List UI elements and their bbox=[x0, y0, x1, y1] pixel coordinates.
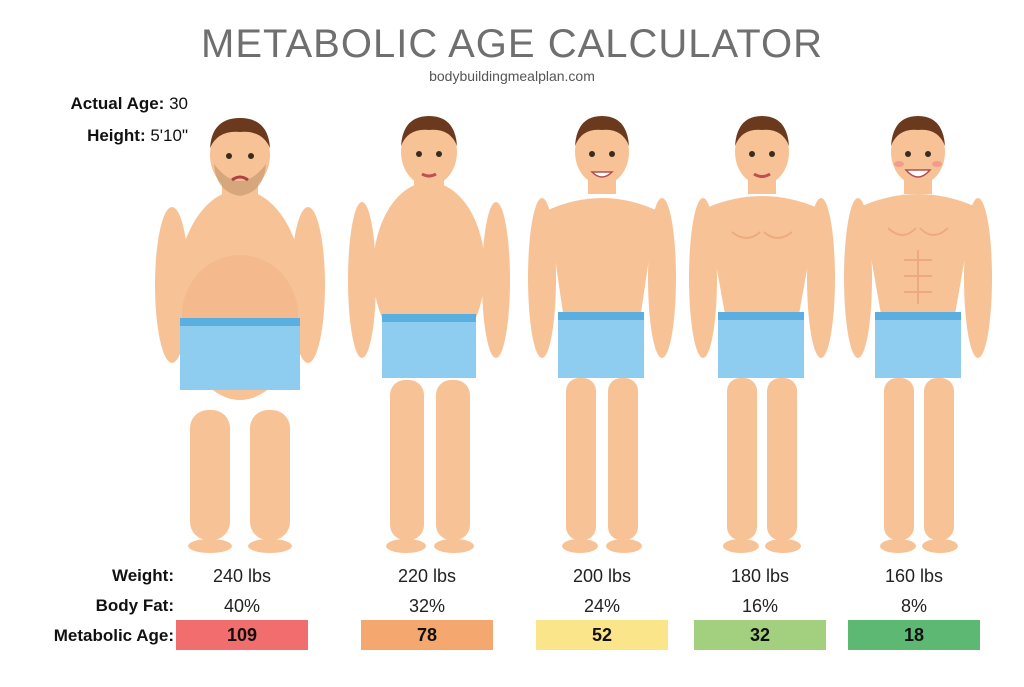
body-fat-value: 16% bbox=[741, 596, 779, 616]
actual-age-value: 30 bbox=[169, 94, 188, 113]
figure-3 bbox=[528, 116, 676, 553]
height-info: Height: 5'10" bbox=[87, 126, 188, 146]
page-title: METABOLIC AGE CALCULATOR bbox=[201, 22, 823, 66]
metabolic-age-value: 52 bbox=[536, 620, 668, 650]
weight-label: Weight: bbox=[111, 566, 174, 585]
source-url: bodybuildingmealplan.com bbox=[429, 68, 595, 84]
body-fat-value: 32% bbox=[408, 596, 446, 616]
body-fat-value: 40% bbox=[223, 596, 261, 616]
metabolic-age-value: 32 bbox=[694, 620, 826, 650]
body-fat-value: 8% bbox=[900, 596, 927, 616]
weight-value: 160 lbs bbox=[884, 566, 944, 586]
actual-age-label: Actual Age: bbox=[70, 94, 165, 113]
weight-value: 240 lbs bbox=[212, 566, 272, 586]
figure-5 bbox=[844, 116, 992, 553]
weight-value: 200 lbs bbox=[572, 566, 632, 586]
body-fat-value: 24% bbox=[583, 596, 621, 616]
actual-age-info: Actual Age: 30 bbox=[71, 94, 188, 114]
height-label: Height: bbox=[87, 126, 146, 145]
figure-4 bbox=[689, 116, 835, 553]
figure-1 bbox=[155, 118, 325, 553]
metabolic-age-value: 78 bbox=[361, 620, 493, 650]
weight-value: 180 lbs bbox=[730, 566, 790, 586]
figure-2 bbox=[348, 116, 510, 553]
metabolic-age-value: 109 bbox=[176, 620, 308, 650]
body-fat-label: Body Fat: bbox=[95, 596, 174, 615]
weight-value: 220 lbs bbox=[397, 566, 457, 586]
height-value: 5'10" bbox=[150, 126, 188, 145]
body-figures-illustration bbox=[155, 116, 992, 553]
metabolic-age-label: Metabolic Age: bbox=[53, 626, 174, 645]
metabolic-age-value: 18 bbox=[848, 620, 980, 650]
